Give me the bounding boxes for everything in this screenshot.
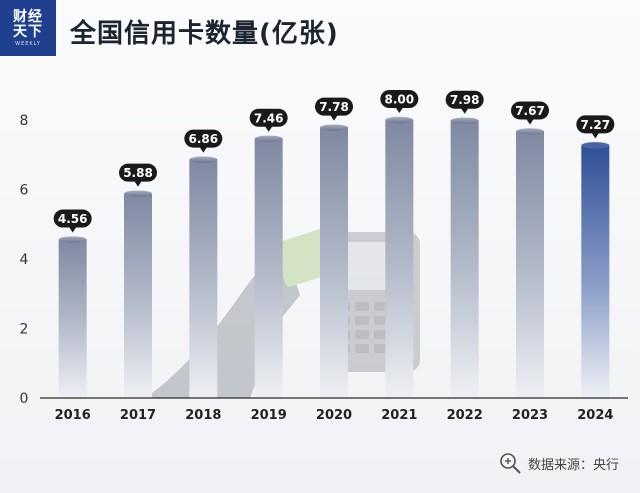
bar [189, 159, 218, 398]
logo-line-1: 财经 [13, 8, 43, 25]
x-tick-label: 2017 [120, 408, 156, 423]
value-label-bg [249, 108, 288, 127]
y-tick-label: 4 [20, 252, 29, 268]
x-tick-label: 2019 [251, 408, 287, 423]
x-tick-label: 2018 [185, 408, 221, 423]
value-label-pointer [68, 226, 77, 233]
x-tick-label: 2016 [55, 408, 91, 423]
bar [581, 145, 610, 398]
value-label-pointer [134, 180, 142, 187]
value-label: 7.46 [254, 111, 284, 125]
value-label-bg [511, 101, 549, 120]
x-tick-label: 2023 [512, 408, 548, 423]
value-label: 4.56 [58, 212, 88, 226]
value-label: 8.00 [385, 93, 415, 107]
value-label-pointer [526, 118, 534, 125]
y-tick-label: 8 [20, 113, 29, 129]
bar-cap [385, 116, 414, 124]
logo-line-3: WEEKLY [15, 40, 41, 47]
brand-logo: 财经 天下 WEEKLY [0, 0, 56, 56]
magnifier-icon [500, 453, 521, 474]
value-label: 7.98 [450, 93, 480, 107]
value-label-bg [380, 90, 419, 108]
value-label-pointer [591, 132, 600, 139]
value-label-bg [184, 129, 223, 148]
value-label: 5.88 [123, 166, 153, 180]
value-label: 6.86 [189, 132, 219, 146]
value-label-pointer [199, 146, 208, 153]
value-label: 7.27 [581, 118, 611, 132]
bar-cap [516, 128, 544, 135]
bar [450, 120, 479, 398]
value-label-pointer [264, 125, 273, 132]
bar-cap [189, 156, 218, 163]
x-tick-label: 2021 [381, 408, 417, 423]
chart-title: 全国信用卡数量(亿张) [70, 19, 339, 49]
bar [385, 120, 414, 398]
bar-cap [320, 124, 348, 131]
y-tick-label: 0 [20, 391, 29, 407]
value-label-bg [576, 115, 615, 134]
source-text: 数据来源：央行 [528, 457, 620, 473]
bar [254, 138, 283, 398]
x-tick-label: 2020 [316, 408, 352, 423]
data-source: 数据来源：央行 [498, 446, 634, 480]
bar-cap [254, 135, 283, 142]
value-label-bg [315, 97, 353, 116]
bar-cap [581, 142, 610, 149]
value-label: 7.78 [319, 100, 349, 114]
value-label-pointer [395, 107, 404, 113]
value-label-bg [53, 209, 92, 228]
bar-cap [450, 117, 479, 124]
logo-line-2: 天下 [13, 23, 43, 40]
x-tick-label: 2024 [577, 408, 613, 423]
bar [124, 193, 152, 398]
value-label-bg [119, 163, 157, 182]
bar [58, 239, 87, 398]
value-label-bg [445, 90, 484, 109]
bar [320, 127, 348, 399]
bar [516, 131, 544, 398]
value-label-pointer [330, 114, 338, 121]
y-tick-label: 2 [20, 322, 29, 338]
value-label: 7.67 [515, 104, 545, 118]
value-label-pointer [460, 107, 469, 114]
x-tick-label: 2022 [447, 408, 483, 423]
bar-cap [58, 236, 87, 243]
bar-cap [124, 190, 152, 197]
y-tick-label: 6 [20, 183, 29, 199]
